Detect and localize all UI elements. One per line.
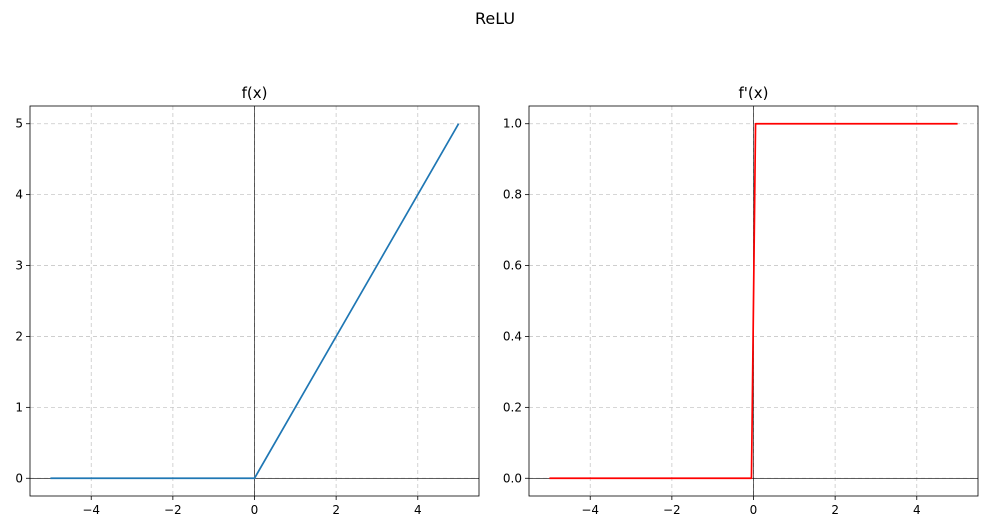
y-tick-label: 1 bbox=[15, 400, 23, 414]
x-tick-label: −2 bbox=[663, 503, 681, 517]
x-tick-label: 4 bbox=[414, 503, 422, 517]
figure-title: ReLU bbox=[475, 9, 515, 28]
y-tick-label: 5 bbox=[15, 117, 23, 131]
x-tick-label: −2 bbox=[164, 503, 182, 517]
series-line bbox=[50, 123, 460, 480]
x-tick-label: −4 bbox=[82, 503, 100, 517]
y-tick-label: 0.8 bbox=[503, 188, 522, 202]
function-plot: −4 −2 0 2 4 0 1 2 3 4 5 f(x) bbox=[15, 84, 480, 517]
plot-area: −4 −2 0 2 4 0.0 0.2 0.4 0.6 0.8 1.0 bbox=[503, 105, 979, 517]
derivative-plot-title: f'(x) bbox=[739, 84, 769, 102]
y-tick-label: 0.0 bbox=[503, 471, 522, 485]
y-tick-label: 2 bbox=[15, 329, 23, 343]
x-tick-label: 2 bbox=[332, 503, 340, 517]
derivative-plot: −4 −2 0 2 4 0.0 0.2 0.4 0.6 0.8 1.0 f'(x) bbox=[503, 84, 979, 517]
y-tick-label: 0.4 bbox=[503, 329, 522, 343]
y-tick-label: 0.2 bbox=[503, 400, 522, 414]
x-tick-label: 0 bbox=[750, 503, 758, 517]
x-tick-label: −4 bbox=[581, 503, 599, 517]
y-tick-label: 4 bbox=[15, 188, 23, 202]
function-plot-title: f(x) bbox=[242, 84, 268, 102]
plot-area: −4 −2 0 2 4 0 1 2 3 4 5 bbox=[15, 105, 480, 517]
x-tick-label: 4 bbox=[913, 503, 921, 517]
x-tick-label: 0 bbox=[251, 503, 259, 517]
y-tick-label: 0.6 bbox=[503, 259, 522, 273]
series-line bbox=[549, 122, 958, 480]
y-tick-label: 1.0 bbox=[503, 117, 522, 131]
y-tick-label: 0 bbox=[15, 471, 23, 485]
x-tick-label: 2 bbox=[831, 503, 839, 517]
y-tick-label: 3 bbox=[15, 259, 23, 273]
